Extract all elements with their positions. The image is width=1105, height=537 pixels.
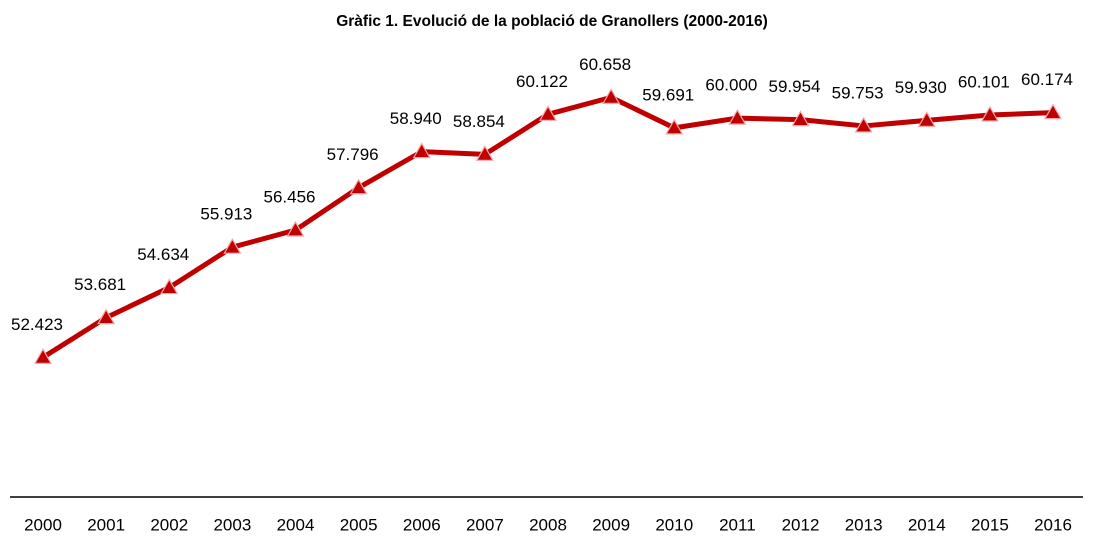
line (41, 94, 1054, 360)
marker (538, 105, 558, 121)
x-tick-label: 2004 (277, 515, 315, 534)
data-label: 52.423 (11, 315, 63, 334)
data-label: 59.930 (895, 78, 947, 97)
x-tick-label: 2014 (908, 515, 946, 534)
x-tick-label: 2008 (529, 515, 567, 534)
data-label: 58.940 (390, 109, 442, 128)
data-label: 55.913 (200, 205, 252, 224)
chart-title: Gràfic 1. Evolució de la població de Gra… (336, 13, 768, 30)
marker (475, 145, 494, 161)
x-tick-label: 2013 (845, 515, 883, 534)
data-label: 53.681 (74, 275, 126, 294)
marker (854, 116, 873, 133)
marker (412, 142, 431, 159)
data-label: 54.634 (137, 245, 189, 264)
marker (728, 108, 747, 125)
marker (223, 237, 242, 254)
data-label: 60.000 (705, 76, 757, 95)
marker (286, 220, 305, 237)
marker (1043, 103, 1063, 120)
marker (160, 278, 179, 295)
marker (917, 111, 936, 127)
x-tick-label: 2003 (213, 515, 251, 534)
marker (791, 110, 810, 127)
x-tick-label: 2000 (24, 515, 62, 534)
marker (33, 348, 53, 364)
data-label: 58.854 (453, 112, 505, 131)
data-label: 57.796 (327, 145, 379, 164)
marker (349, 178, 368, 195)
x-tick-label: 2012 (782, 515, 820, 534)
data-label: 60.658 (579, 55, 631, 74)
marker (980, 105, 999, 122)
x-tick-label: 2009 (592, 515, 630, 534)
marker (97, 308, 116, 325)
x-tick-label: 2007 (466, 515, 504, 534)
data-label: 59.954 (769, 77, 821, 96)
data-label: 56.456 (264, 188, 316, 207)
marker (602, 88, 621, 104)
data-label: 59.753 (832, 83, 884, 102)
data-label: 60.101 (958, 72, 1010, 91)
x-tick-label: 2006 (403, 515, 441, 534)
x-tick-label: 2001 (87, 515, 125, 534)
x-tick-label: 2010 (655, 515, 693, 534)
x-tick-label: 2016 (1034, 515, 1072, 534)
x-tick-label: 2015 (971, 515, 1009, 534)
data-label: 60.122 (516, 72, 568, 91)
x-tick-label: 2005 (340, 515, 378, 534)
data-label: 60.174 (1021, 70, 1073, 89)
x-tick-label: 2002 (150, 515, 188, 534)
data-label: 59.691 (642, 85, 694, 104)
marker (665, 118, 684, 135)
x-tick-label: 2011 (719, 515, 756, 534)
